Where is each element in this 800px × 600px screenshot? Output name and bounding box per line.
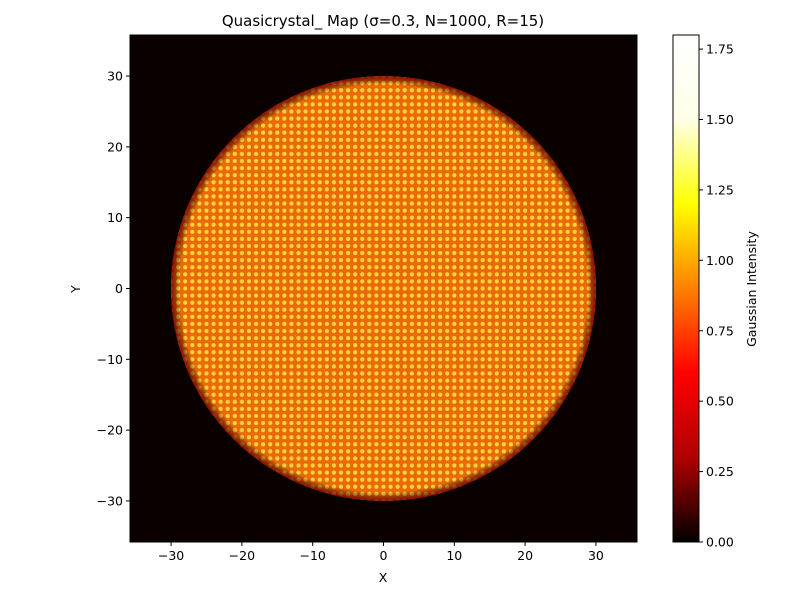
x-tick-label: −10: [299, 548, 325, 563]
colorbar-tick-label: 0.25: [706, 464, 734, 479]
colorbar-tick-label: 0.00: [706, 535, 734, 550]
y-tick-label: 20: [107, 139, 123, 154]
x-axis-label: X: [379, 570, 388, 585]
colorbar-tick-label: 0.75: [706, 323, 734, 338]
colorbar: [672, 34, 700, 543]
colorbar-tick-label: 1.50: [706, 112, 734, 127]
x-tick-label: 20: [517, 548, 533, 563]
y-axis-label: Y: [68, 285, 83, 294]
x-tick-label: 30: [588, 548, 604, 563]
y-axis: −30 −20 −10 0 10 20 30: [97, 69, 130, 508]
colorbar-tick-label: 1.75: [706, 42, 734, 57]
colorbar-tick-label: 1.00: [706, 253, 734, 268]
plot-area: [171, 76, 596, 501]
y-tick-label: 0: [115, 281, 123, 296]
colorbar-tick-label: 1.25: [706, 182, 734, 197]
x-axis: −30 −20 −10 0 10 20 30: [158, 542, 604, 563]
quasicrystal-disk-rim: [171, 76, 596, 501]
y-tick-label: −10: [97, 352, 123, 367]
y-tick-label: 10: [107, 210, 123, 225]
y-tick-label: −20: [97, 423, 123, 438]
x-tick-label: −30: [158, 548, 184, 563]
colorbar-tick-label: 0.50: [706, 394, 734, 409]
y-tick-label: −30: [97, 493, 123, 508]
colorbar-label: Gaussian Intensity: [744, 231, 759, 347]
x-tick-label: 10: [446, 548, 462, 563]
y-tick-label: 30: [107, 69, 123, 84]
chart-title: Quasicrystal_ Map (σ=0.3, N=1000, R=15): [222, 12, 544, 31]
x-tick-label: −20: [229, 548, 255, 563]
colorbar-axis: 0.00 0.25 0.50 0.75 1.00 1.25 1.50 1.75: [699, 42, 734, 550]
x-tick-label: 0: [380, 548, 388, 563]
